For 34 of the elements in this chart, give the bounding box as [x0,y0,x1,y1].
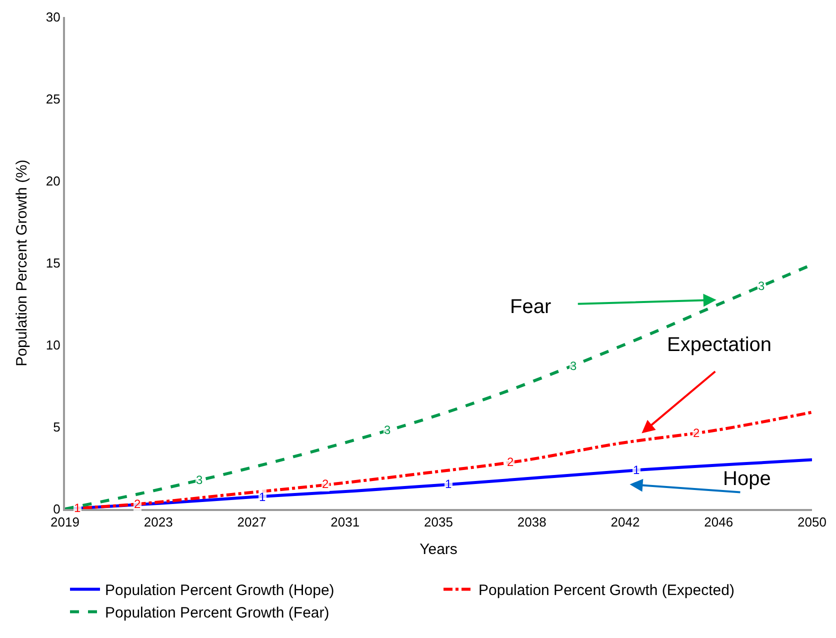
annotation: 3 [196,473,203,487]
annotation: 2 [322,477,329,491]
annotation: Hope [723,468,771,490]
y-tick-label: 30 [46,10,60,25]
annotation: 3 [384,423,391,437]
y-tick-label: 20 [46,174,60,189]
x-tick-label: 2038 [517,514,546,530]
legend-label: Population Percent Growth (Hope) [105,582,334,600]
annotation: Expectation [667,334,772,356]
y-tick-label: 15 [46,256,60,271]
annotation: 2 [693,426,700,440]
x-tick-label: 2042 [610,514,640,530]
x-tick-label: 2027 [237,514,266,530]
x-tick-label: 2019 [50,514,80,530]
annotation: Fear [510,296,552,318]
y-tick-label: 5 [53,420,60,435]
x-tick-label: 2046 [704,514,734,530]
annotation: 1 [259,490,266,504]
y-tick-label: 0 [53,502,60,517]
legend-label: Population Percent Growth (Expected) [478,582,734,600]
annotation: 1 [74,501,81,515]
y-axis-title: Population Percent Growth (%) [14,160,31,366]
legend-label: Population Percent Growth (Fear) [105,604,330,622]
y-tick-label: 25 [46,92,60,107]
annotation: 3 [758,279,765,293]
x-tick-label: 2050 [798,514,826,530]
x-tick-label: 2031 [330,514,360,530]
annotation: 3 [570,359,577,373]
annotation: 1 [633,463,640,477]
x-tick-label: 2023 [144,514,173,530]
x-axis-title: Years [420,541,458,558]
annotation: 2 [507,455,514,469]
y-tick-label: 10 [46,338,60,353]
x-tick-label: 2035 [424,514,453,530]
